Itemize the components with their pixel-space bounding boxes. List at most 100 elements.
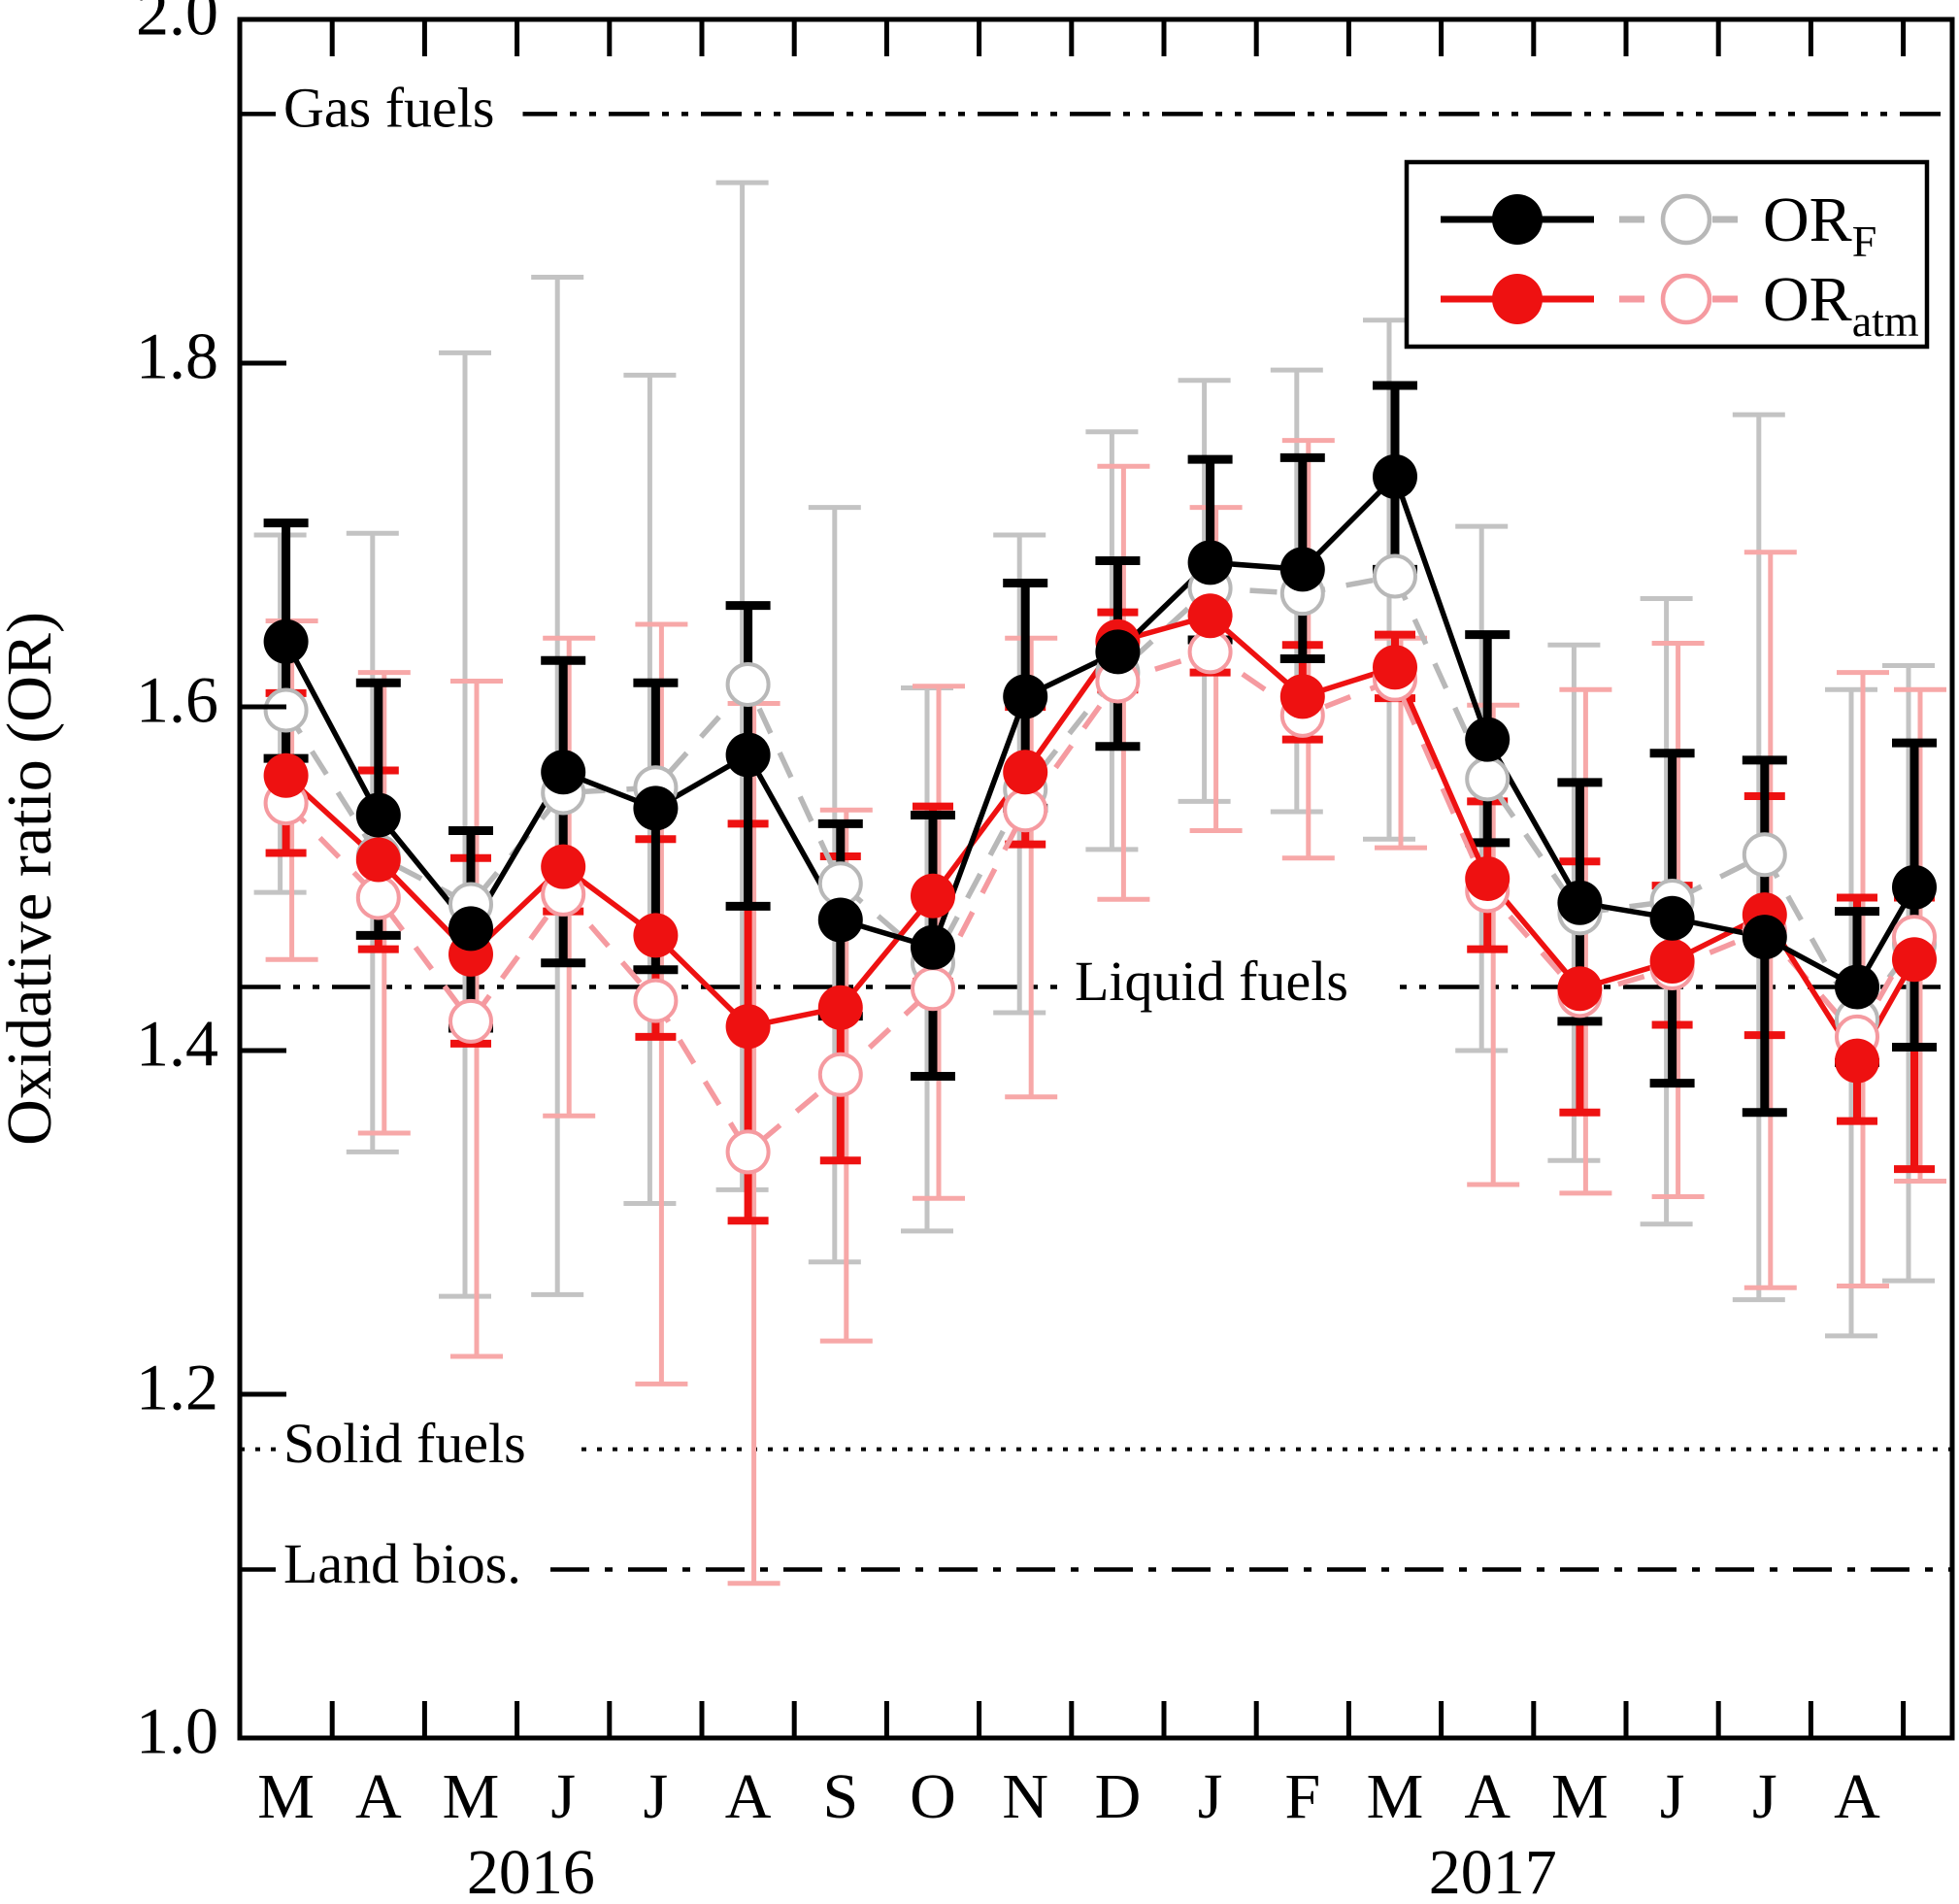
data-point-ORatm_filled	[1557, 966, 1603, 1012]
month-label: N	[1002, 1761, 1048, 1832]
legend-entry-oratm: ORatm	[1441, 264, 1919, 346]
data-point-ORatm_filled	[1649, 938, 1695, 984]
data-point-ORF_filled	[1373, 453, 1417, 499]
reference-label-text: Solid fuels	[283, 1412, 526, 1475]
data-point-ORatm_filled	[355, 837, 401, 883]
month-label: F	[1284, 1761, 1320, 1832]
data-point-ORF_filled	[355, 792, 401, 838]
data-point-ORatm_filled	[263, 752, 309, 798]
data-point-ORatm_open	[911, 966, 955, 1012]
data-point-ORatm_open	[1003, 787, 1048, 833]
month-label: J	[1198, 1761, 1223, 1832]
month-label: J	[1752, 1761, 1777, 1832]
month-label: J	[1660, 1761, 1685, 1832]
data-point-ORatm_filled	[1003, 750, 1048, 795]
month-label: D	[1095, 1761, 1142, 1832]
data-point-ORF_filled	[1003, 674, 1048, 719]
legend-filled-marker	[1492, 274, 1543, 324]
reference-label-bg	[276, 1536, 548, 1603]
month-label: A	[725, 1761, 772, 1832]
axis-ticks	[240, 17, 1907, 1741]
legend-open-marker	[1660, 193, 1712, 246]
data-point-ORF_filled	[448, 906, 493, 952]
reference-label-bg	[276, 81, 523, 148]
reference-label-liquid-fuels: Liquid fuels	[1067, 950, 1391, 1020]
legend-box	[1404, 159, 1930, 350]
month-label: A	[355, 1761, 402, 1832]
legend-filled-marker	[1492, 194, 1543, 245]
reference-label-gas-fuels: Gas fuels	[276, 77, 523, 148]
reference-label-text: Gas fuels	[283, 77, 494, 140]
y-tick-label: 1.0	[136, 1694, 218, 1768]
data-point-ORatm_open	[725, 1129, 771, 1175]
y-tick-label: 1.4	[136, 1007, 218, 1081]
data-point-ORF_filled	[1557, 880, 1603, 925]
month-label: A	[1464, 1761, 1511, 1832]
data-point-ORF_filled	[1187, 540, 1233, 585]
reference-label-bg	[276, 1416, 575, 1483]
data-point-ORatm_filled	[817, 985, 863, 1030]
plot-frame	[237, 17, 1955, 1741]
reference-label-bg	[1067, 953, 1391, 1020]
data-point-ORF_filled	[1465, 717, 1511, 762]
legend-label: ORF	[1763, 184, 1876, 266]
legend-label: ORatm	[1763, 264, 1919, 346]
data-point-ORatm_filled	[1373, 645, 1417, 690]
data-point-ORF_filled	[263, 618, 309, 664]
legend-entry-orf: ORF	[1441, 184, 1876, 266]
data-point-ORatm_filled	[1187, 593, 1233, 639]
data-point-ORatm_filled	[633, 913, 679, 958]
data-point-ORF_filled	[1649, 895, 1695, 941]
y-tick-label: 1.6	[136, 663, 218, 737]
data-point-ORatm_open	[355, 875, 401, 920]
data-point-ORF_filled	[817, 897, 863, 943]
y-tick-label: 1.2	[136, 1351, 218, 1424]
data-point-ORF_filled	[1892, 864, 1937, 910]
month-label: J	[644, 1761, 669, 1832]
data-point-ORF_filled	[911, 924, 955, 970]
reference-label-text: Land bios.	[283, 1532, 521, 1595]
y-axis-title: Oxidative ratio (OR)	[0, 612, 65, 1146]
data-point-ORF_filled	[725, 732, 771, 778]
data-point-ORF_filled	[541, 750, 586, 795]
y-tick-labels: 1.0 1.2 1.4 1.6 1.8 2.0	[136, 0, 218, 1768]
data-point-ORatm_open	[817, 1052, 863, 1097]
data-point-ORF_filled	[1742, 915, 1787, 960]
data-point-ORatm_filled	[1892, 937, 1937, 983]
data-point-ORF_filled	[1095, 629, 1141, 675]
data-point-ORF_open	[1373, 553, 1417, 599]
data-point-ORF_open	[1465, 756, 1511, 802]
y-tick-label: 2.0	[136, 0, 218, 50]
legend-open-marker	[1660, 273, 1712, 325]
series-markers-ORF_filled	[263, 453, 1937, 1010]
data-point-ORatm_open	[633, 978, 679, 1023]
data-point-ORF_filled	[1835, 964, 1879, 1010]
y-tick-label: 1.8	[136, 319, 218, 393]
data-point-ORatm_filled	[1835, 1038, 1879, 1084]
data-point-ORatm_filled	[725, 1004, 771, 1050]
data-point-ORF_open	[1742, 832, 1787, 878]
reference-label-land-bios-: Land bios.	[276, 1532, 548, 1603]
reference-label-text: Liquid fuels	[1075, 950, 1348, 1013]
data-point-ORatm_open	[448, 998, 493, 1044]
month-label: A	[1834, 1761, 1880, 1832]
month-label: S	[822, 1761, 858, 1832]
month-label: M	[1551, 1761, 1609, 1832]
month-label: M	[257, 1761, 315, 1832]
data-point-ORF_open	[725, 661, 771, 707]
error-bars-ORF_open	[253, 180, 1935, 1339]
data-point-ORatm_filled	[541, 844, 586, 889]
year-label: 2016	[467, 1837, 595, 1904]
reference-label-solid-fuels: Solid fuels	[276, 1412, 575, 1483]
data-point-ORatm_filled	[911, 873, 955, 919]
month-label: M	[443, 1761, 500, 1832]
month-label: J	[550, 1761, 576, 1832]
month-label: O	[910, 1761, 956, 1832]
data-point-ORF_filled	[633, 785, 679, 831]
series-markers-ORatm_filled	[263, 593, 1937, 1084]
month-label: M	[1367, 1761, 1424, 1832]
